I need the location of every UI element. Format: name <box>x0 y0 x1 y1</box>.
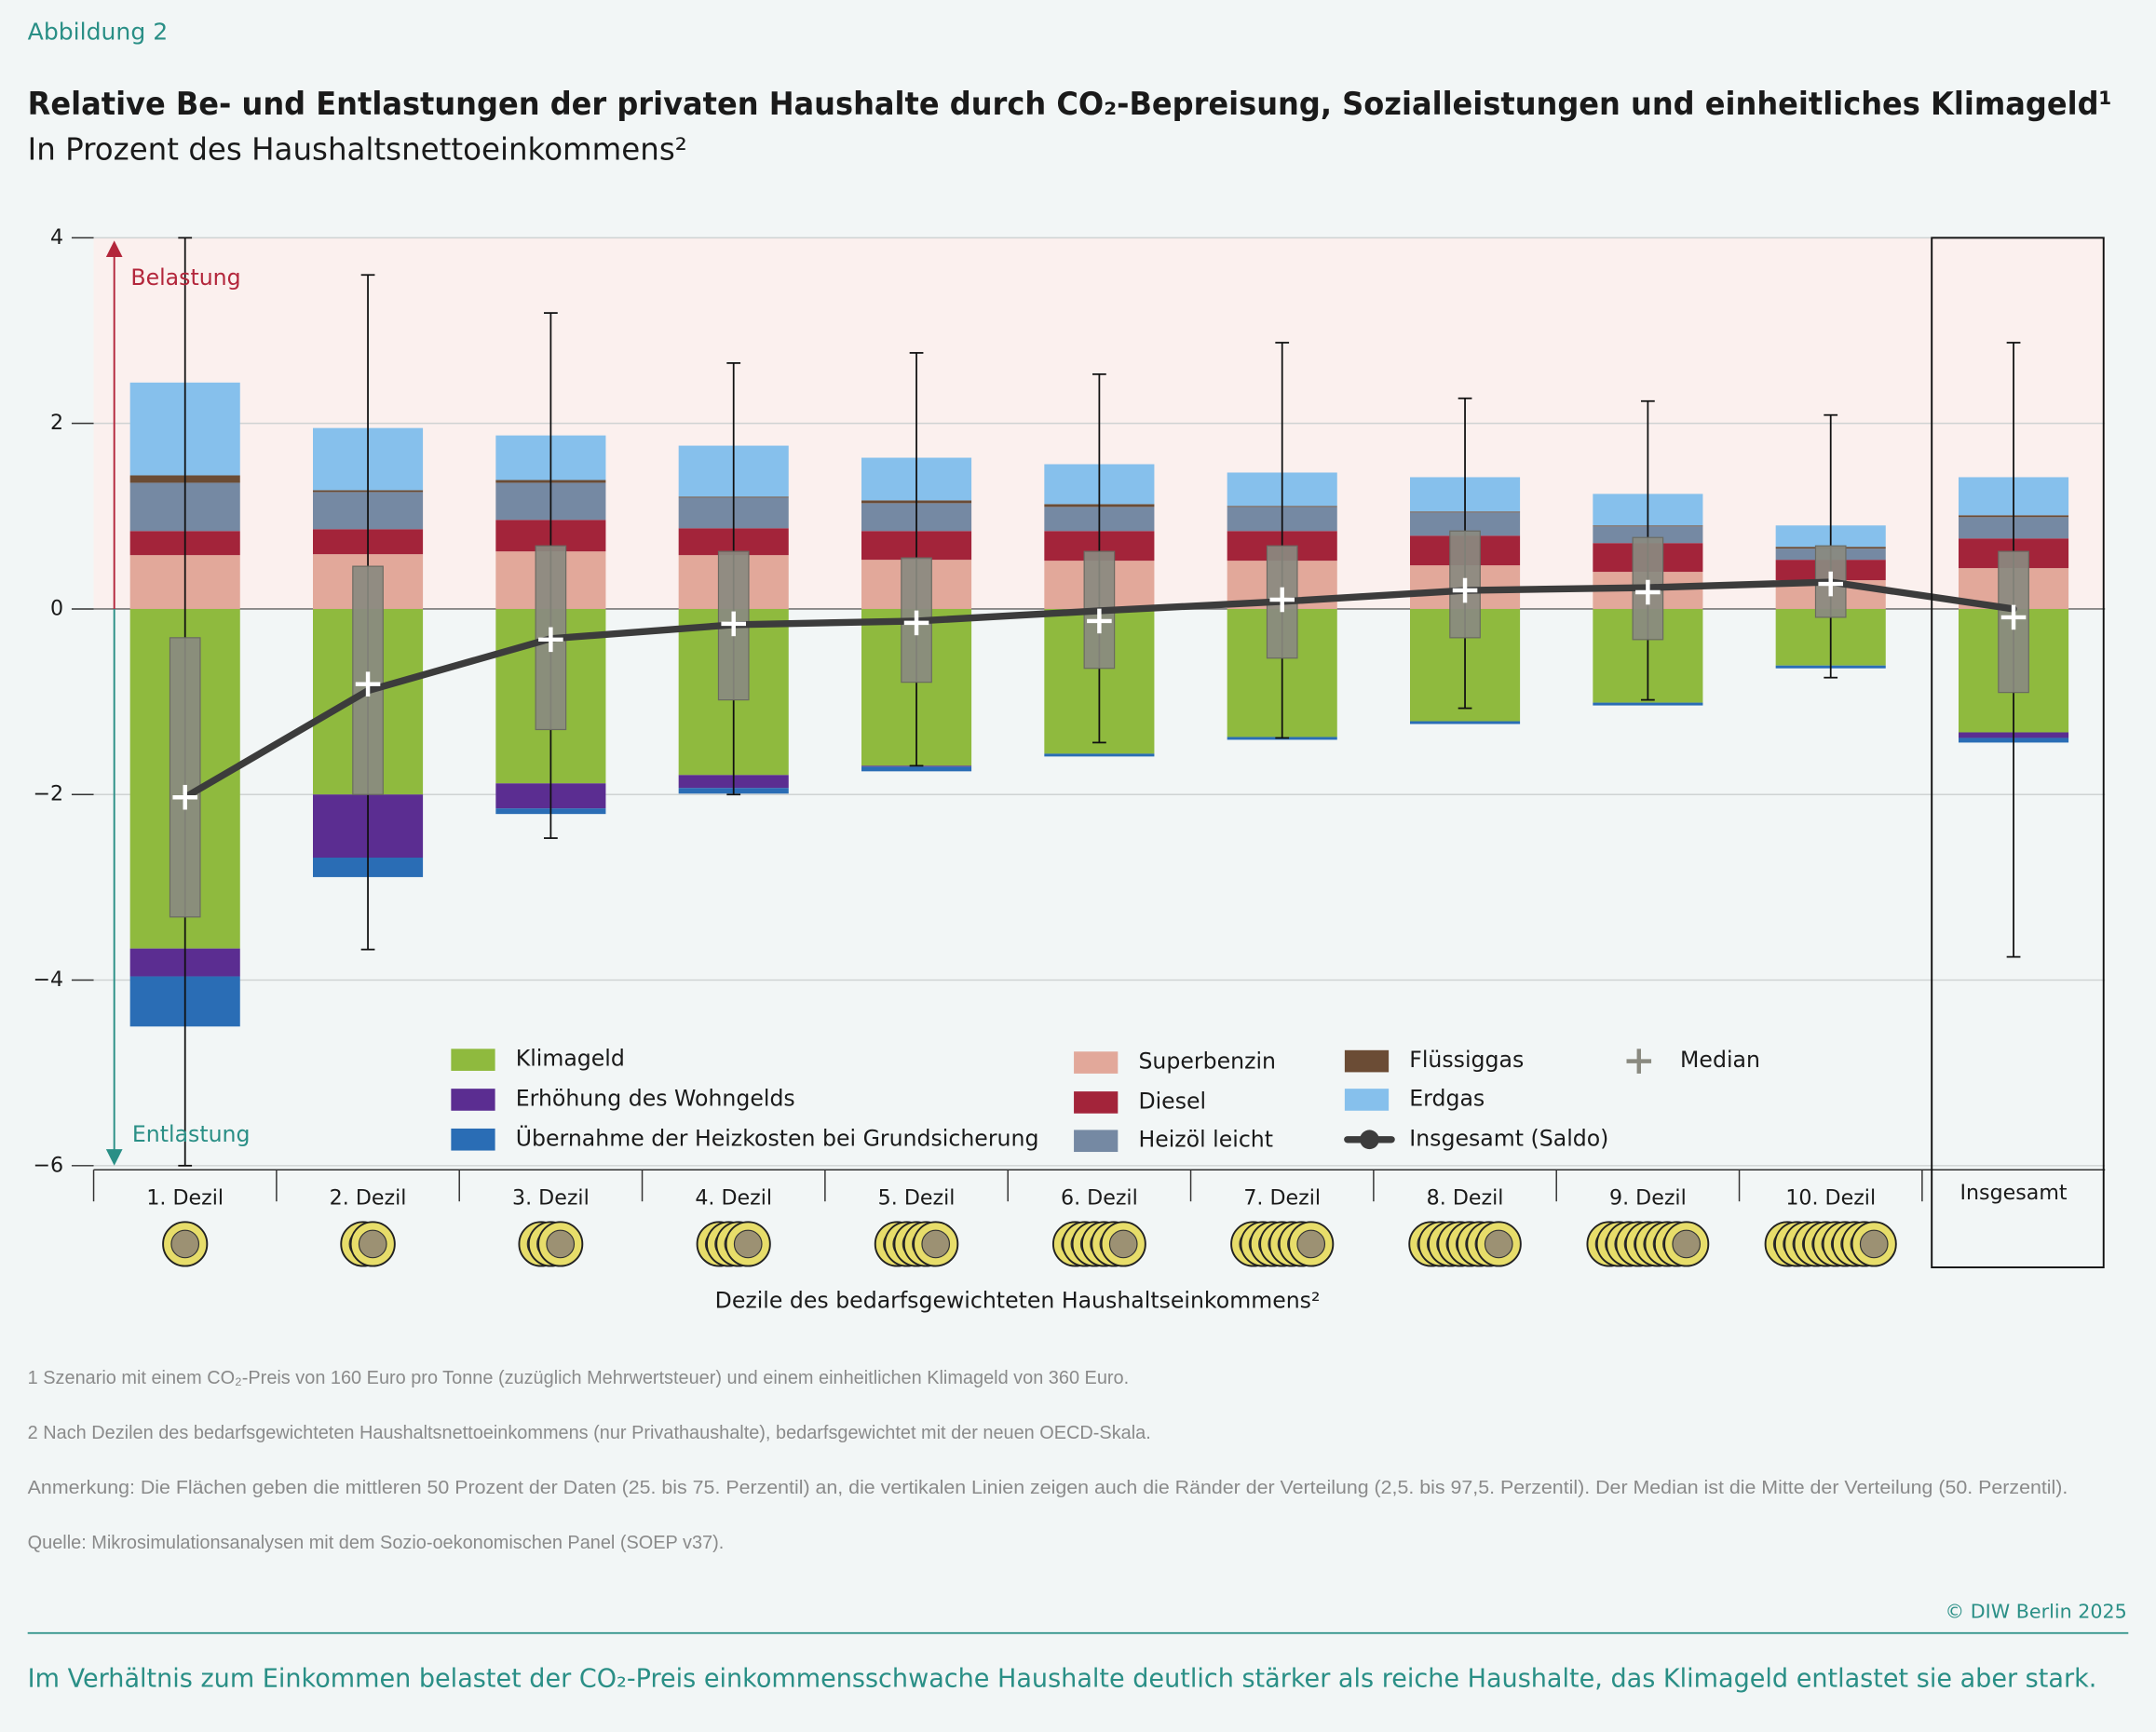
median-marker <box>1087 608 1112 634</box>
caption: Im Verhältnis zum Einkommen belastet der… <box>28 1664 2097 1693</box>
legend-label: Erdgas <box>1409 1085 1485 1111</box>
bar-segment <box>1593 702 1703 706</box>
median-marker <box>538 627 563 653</box>
coin-inner <box>1108 1229 1138 1259</box>
legend-label: Diesel <box>1138 1088 1206 1114</box>
coin-icon <box>162 1221 209 1267</box>
x-tick-label: 9. Dezil <box>1609 1186 1687 1211</box>
x-tick-label: 2. Dezil <box>330 1186 407 1211</box>
coin-icon <box>1100 1221 1146 1267</box>
coin-icon <box>1663 1221 1710 1267</box>
x-tick-label: 5. Dezil <box>878 1186 956 1211</box>
median-marker <box>1635 579 1661 605</box>
coin-inner <box>1296 1229 1326 1259</box>
legend-swatch <box>451 1128 495 1151</box>
annotation: Anmerkung: Die Flächen geben die mittler… <box>28 1478 2068 1498</box>
y-tick-label: 0 <box>50 596 63 620</box>
median-marker <box>355 671 381 697</box>
legend-label: Median <box>1680 1047 1760 1073</box>
median-marker <box>1452 577 1478 603</box>
legend-swatch <box>1074 1051 1119 1074</box>
x-tick-label: 10. Dezil <box>1785 1186 1876 1211</box>
coin-icon <box>1475 1221 1522 1267</box>
legend-label: Heizöl leicht <box>1138 1127 1273 1153</box>
bar-segment <box>861 766 972 772</box>
legend-label: Insgesamt (Saldo) <box>1409 1125 1608 1151</box>
x-tick-label: 1. Dezil <box>146 1186 224 1211</box>
footnote: 2 Nach Dezilen des bedarfsgewichteten Ha… <box>28 1423 1151 1443</box>
plot: −6 −4 −2 0 2 4 1. Dezil 2. Dezil 3. Dezil 4. Dezi… <box>33 225 2106 1269</box>
y-tick-label: 4 <box>50 225 63 250</box>
relief-label: Entlastung <box>132 1121 251 1147</box>
coin-icon <box>537 1221 584 1267</box>
legend-label: Erhöhung des Wohngelds <box>516 1085 795 1111</box>
legend-median <box>1626 1049 1652 1074</box>
y-tick-label: 2 <box>50 411 63 435</box>
bar-segment <box>1044 753 1155 757</box>
x-tick-label: 3. Dezil <box>512 1186 590 1211</box>
coin-icon <box>349 1221 396 1267</box>
median-marker <box>2000 604 2027 630</box>
x-tick-label: 8. Dezil <box>1427 1186 1504 1211</box>
legend-dot <box>1360 1130 1379 1150</box>
median-marker <box>1269 587 1295 613</box>
legend-swatch <box>451 1049 495 1071</box>
footnote: 1 Szenario mit einem CO₂-Preis von 160 E… <box>28 1368 1129 1388</box>
legend-swatch <box>1074 1130 1119 1153</box>
y-tick-label: −6 <box>33 1153 63 1177</box>
x-tick-label: Insgesamt <box>1960 1181 2068 1205</box>
median-marker <box>721 611 746 637</box>
median-marker <box>172 784 198 810</box>
coin-icon <box>725 1221 771 1267</box>
coin-icon <box>1288 1221 1335 1267</box>
copyright: © DIW Berlin 2025 <box>1946 1601 2127 1623</box>
total-frame <box>1931 237 2105 1269</box>
chart-title: Relative Be- und Entlastungen der privat… <box>28 86 2112 123</box>
burden-arrowhead <box>105 240 123 258</box>
coin-icon <box>1851 1221 1897 1267</box>
x-axis-label: Dezile des bedarfsgewichteten Haushaltse… <box>715 1287 1321 1313</box>
relief-arrowhead <box>105 1149 123 1166</box>
legend-label: Übernahme der Heizkosten bei Grundsicher… <box>516 1125 1039 1151</box>
coin-inner <box>733 1229 763 1259</box>
burden-label: Belastung <box>130 264 240 291</box>
figure-label: Abbildung 2 <box>28 18 168 45</box>
coin-inner <box>1859 1229 1889 1259</box>
median-marker <box>1818 571 1844 597</box>
legend-swatch <box>1344 1089 1390 1111</box>
coin-icon <box>913 1221 959 1267</box>
x-tick-label: 4. Dezil <box>695 1186 772 1211</box>
legend-swatch <box>1074 1091 1119 1114</box>
y-tick-label: −2 <box>33 782 63 806</box>
legend-label: Klimageld <box>516 1046 625 1072</box>
coin-inner <box>546 1229 576 1259</box>
source: Quelle: Mikrosimulationsanalysen mit dem… <box>28 1533 725 1553</box>
iqr-box <box>169 637 201 918</box>
bar-segment <box>1410 721 1521 724</box>
coin-inner <box>170 1229 200 1259</box>
legend-swatch <box>1344 1049 1390 1073</box>
chart-subtitle: In Prozent des Haushaltsnettoeinkommens² <box>28 131 687 167</box>
legend-swatch <box>451 1089 495 1111</box>
coin-inner <box>921 1229 951 1259</box>
coin-inner <box>358 1229 387 1259</box>
coin-inner <box>1672 1229 1702 1259</box>
legend-label: Flüssiggas <box>1409 1047 1524 1073</box>
median-marker <box>903 610 929 636</box>
y-tick-label: −4 <box>33 967 63 992</box>
legend-label: Superbenzin <box>1138 1049 1276 1075</box>
x-tick-label: 7. Dezil <box>1243 1186 1321 1211</box>
coin-inner <box>1484 1229 1513 1259</box>
x-tick-label: 6. Dezil <box>1061 1186 1138 1211</box>
